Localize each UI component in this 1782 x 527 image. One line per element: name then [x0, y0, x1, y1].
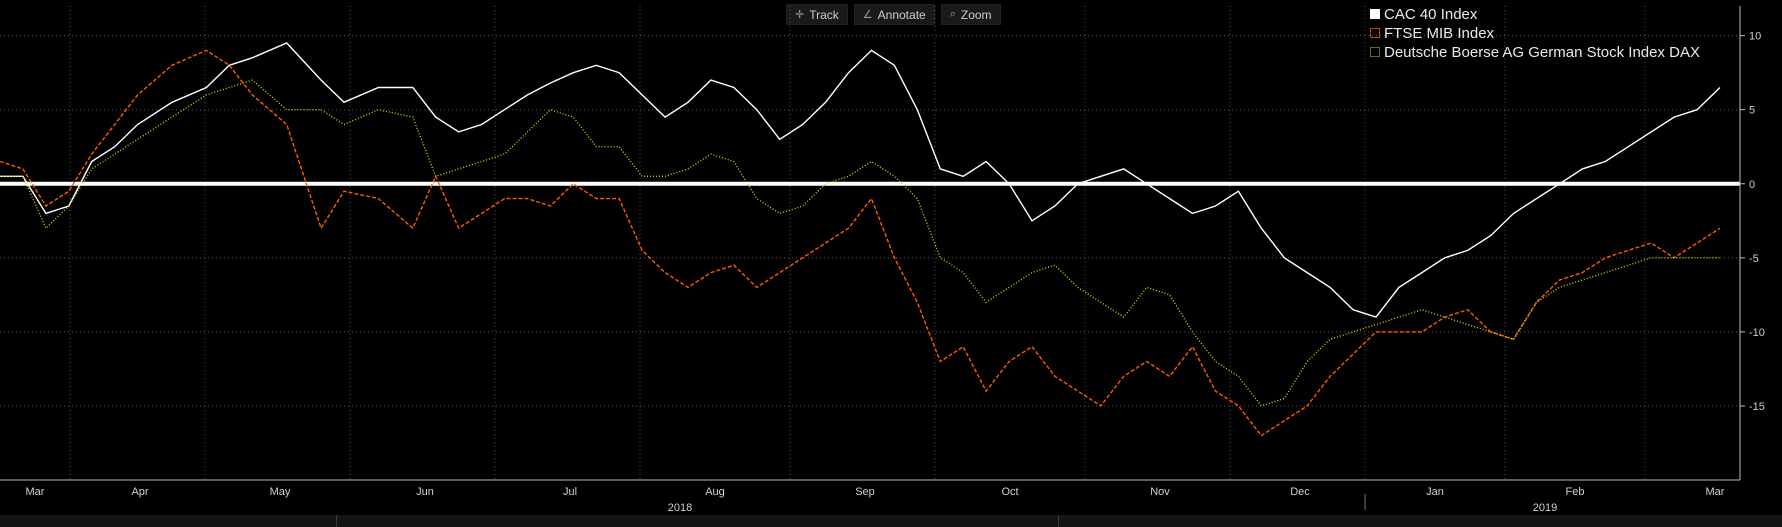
- x-month-label: Sep: [855, 486, 875, 498]
- annotate-button[interactable]: ∠ Annotate: [853, 4, 935, 25]
- legend-swatch: [1370, 28, 1380, 38]
- legend-swatch: [1370, 47, 1380, 57]
- y-tick-label: -15: [1749, 401, 1765, 413]
- y-tick-label: 0: [1749, 179, 1755, 191]
- magnifier-icon: ⌕: [949, 8, 956, 20]
- x-month-label: May: [270, 486, 291, 498]
- x-year-label: 2018: [668, 502, 692, 514]
- chart-toolbar: ✛ Track ∠ Annotate ⌕ Zoom: [786, 4, 1001, 25]
- x-month-label: Dec: [1290, 486, 1310, 498]
- strip-divider: [1058, 515, 1059, 527]
- zoom-label: Zoom: [960, 7, 992, 22]
- x-month-label: Aug: [705, 486, 725, 498]
- series-line-1: [0, 42, 1721, 318]
- y-tick-label: -10: [1749, 327, 1765, 339]
- legend-swatch: [1370, 9, 1380, 19]
- annotate-label: Annotate: [877, 7, 926, 22]
- strip-divider: [336, 515, 337, 527]
- track-label: Track: [809, 7, 839, 22]
- track-button[interactable]: ✛ Track: [786, 4, 848, 25]
- x-month-label: Mar: [1706, 486, 1725, 498]
- x-month-label: Nov: [1150, 486, 1170, 498]
- x-month-label: Feb: [1566, 486, 1585, 498]
- line-chart: 10 5 0 -5 -10 -15 Mar Apr May Jun Jul Aug Sep Oct Nov D…: [0, 6, 1765, 514]
- x-month-label: Jun: [416, 486, 434, 498]
- y-tick-label: -5: [1749, 253, 1759, 265]
- legend-entry: CAC 40 Index: [1384, 6, 1478, 23]
- x-month-label: Mar: [26, 486, 45, 498]
- y-tick-label: 5: [1749, 105, 1755, 117]
- series-line-3: [0, 79, 1720, 407]
- legend-entry: FTSE MIB Index: [1384, 25, 1495, 42]
- bottom-strip: [0, 515, 1782, 527]
- series-line-2: [0, 49, 1721, 437]
- crosshair-icon: ✛: [795, 9, 805, 21]
- x-year-label: 2019: [1533, 502, 1557, 514]
- y-tick-label: 10: [1749, 31, 1761, 43]
- pencil-icon: ∠: [862, 9, 873, 21]
- zoom-button[interactable]: ⌕ Zoom: [940, 4, 1001, 25]
- legend-entry: Deutsche Boerse AG German Stock Index DA…: [1384, 44, 1700, 61]
- x-month-label: Oct: [1001, 486, 1018, 498]
- x-month-label: Apr: [131, 486, 148, 498]
- x-month-label: Jan: [1426, 486, 1444, 498]
- x-month-label: Jul: [563, 486, 577, 498]
